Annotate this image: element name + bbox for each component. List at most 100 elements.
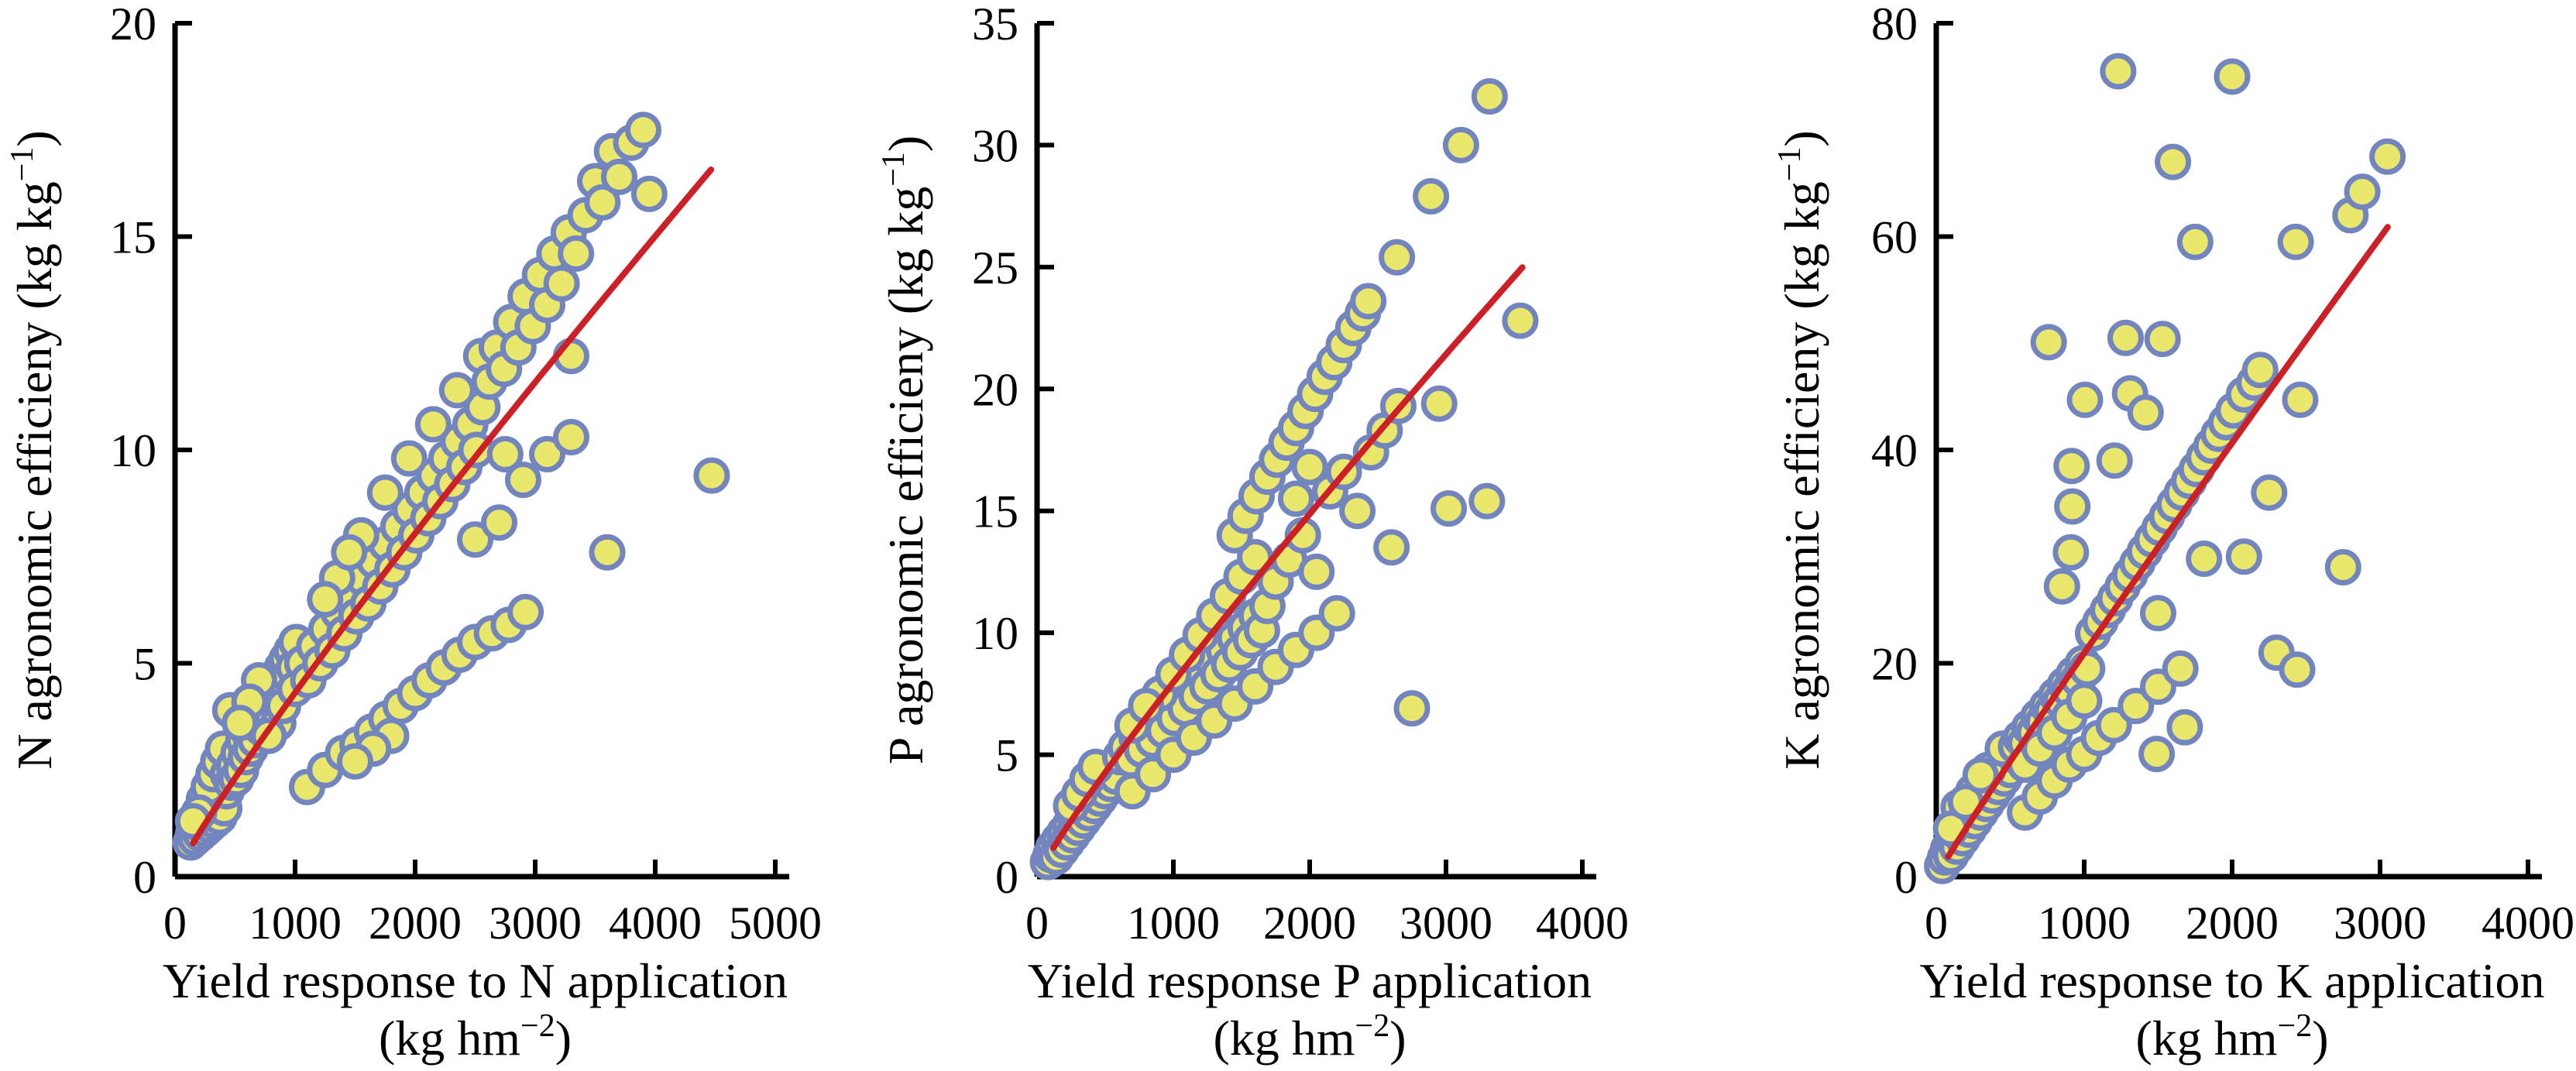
data-point (505, 462, 541, 499)
data-point (630, 175, 668, 212)
data-point (331, 534, 368, 571)
data-point (2225, 538, 2262, 575)
y-tick-label: 10 (972, 608, 1018, 659)
y-tick-label: 30 (972, 120, 1018, 171)
data-point (307, 581, 344, 618)
data-point (2251, 474, 2288, 511)
y-tick-label: 60 (1871, 212, 1918, 263)
y-tick-label: 20 (972, 364, 1018, 415)
data-point (589, 534, 626, 571)
y-tick-label: 5 (133, 639, 156, 690)
data-point (2117, 688, 2155, 725)
chart-panel-3: 0 1000 2000 3000 4000 0 20 40 60 80 K agronomic ef… (1772, 0, 2574, 1066)
x-tick-label: 0 (1025, 898, 1049, 949)
x-tick-label: 3000 (2334, 898, 2427, 949)
x-tick-label: 2000 (369, 898, 462, 949)
data-point (2107, 319, 2144, 356)
y-tick-label: 40 (1871, 425, 1918, 476)
data-point (2052, 534, 2090, 571)
data-point (366, 474, 404, 511)
data-point (2166, 709, 2203, 746)
data-point (481, 504, 517, 541)
data-point (2282, 381, 2319, 418)
data-point (1962, 757, 1999, 794)
data-point (438, 372, 476, 409)
data-point (1277, 480, 1314, 517)
data-point (2241, 352, 2279, 389)
data-point (2096, 442, 2133, 479)
data-point (2186, 541, 2223, 577)
data-point (2155, 143, 2192, 180)
data-point (2054, 488, 2091, 525)
trend-line (1945, 224, 2391, 860)
data-point (625, 112, 661, 149)
y-tick-label: 0 (1894, 852, 1918, 903)
x-tick-label: 1000 (1127, 898, 1220, 949)
data-point (2344, 173, 2381, 211)
x-axis-title-line1: Yield response P application (1028, 953, 1592, 1008)
data-point (2095, 706, 2132, 743)
data-point (1471, 78, 1508, 115)
x-tick-label: 2000 (1263, 898, 1356, 949)
y-tick-label: 80 (1871, 0, 1918, 50)
y-tick-label: 10 (110, 425, 156, 476)
y-tick-label: 20 (1871, 639, 1918, 690)
data-point (1502, 302, 1539, 339)
x-tick-label: 1000 (249, 898, 342, 949)
data-point (414, 406, 452, 443)
x-axis-title-line2: (kg hm−2) (1213, 1008, 1406, 1066)
x-tick-label: 0 (163, 898, 187, 949)
x-axis-title-line1: Yield response to N application (163, 953, 788, 1008)
data-point (1468, 482, 1506, 520)
x-tick-label: 2000 (2186, 898, 2279, 949)
data-point (507, 593, 544, 630)
y-tick-label: 0 (995, 852, 1018, 903)
y-tick-label: 0 (133, 852, 156, 903)
data-point (2214, 58, 2251, 95)
y-tick-label: 15 (110, 212, 156, 263)
y-axis-title: K agronomic efficieny (kg kg−1) (1772, 130, 1829, 769)
data-point (1413, 178, 1450, 215)
x-axis-title-line1: Yield response to K application (1920, 953, 2545, 1008)
data-point (2324, 549, 2361, 585)
chart-panel-2: 0 1000 2000 3000 4000 0 5 10 15 20 25 30 35 P agronom… (876, 0, 1629, 1066)
data-point (2162, 650, 2199, 687)
x-tick-label: 4000 (1536, 898, 1629, 949)
y-tick-label: 5 (995, 730, 1018, 781)
data-point (1291, 448, 1328, 486)
x-tick-label: 1000 (2038, 898, 2131, 949)
data-point (601, 158, 637, 195)
x-tick-label: 5000 (729, 898, 822, 949)
data-point (2144, 321, 2181, 358)
trend-line (190, 166, 715, 846)
data-point (543, 265, 580, 302)
data-point (2053, 448, 2090, 485)
data-point (584, 184, 621, 221)
y-axis-title: N agronomic efficieny (kg kg−1) (5, 130, 62, 769)
data-point (2043, 568, 2080, 605)
data-point (1298, 553, 1335, 590)
y-tick-label: 20 (110, 0, 156, 50)
x-axis-title-line2: (kg hm−2) (379, 1008, 572, 1066)
x-tick-label: 3000 (1400, 898, 1492, 949)
data-point (2277, 223, 2314, 260)
data-point (558, 235, 595, 272)
trend-line (1050, 264, 1526, 851)
data-point (486, 436, 524, 472)
data-point (1318, 595, 1355, 632)
data-point (1339, 493, 1376, 530)
data-point (2138, 736, 2176, 773)
data-point (553, 419, 589, 455)
data-point (2127, 394, 2164, 431)
data-point (2279, 651, 2316, 688)
chart-panel-1: 0 1000 2000 3000 4000 5000 0 5 10 15 20 N agronomic… (5, 0, 822, 1066)
y-axis-title: P agronomic efficieny (kg kg−1) (876, 136, 933, 764)
data-point (1420, 385, 1458, 422)
x-tick-label: 3000 (489, 898, 582, 949)
data-point (1393, 690, 1431, 727)
data-point (693, 457, 730, 494)
data-point (529, 436, 565, 472)
data-point (2030, 324, 2067, 361)
data-point (2066, 682, 2103, 719)
